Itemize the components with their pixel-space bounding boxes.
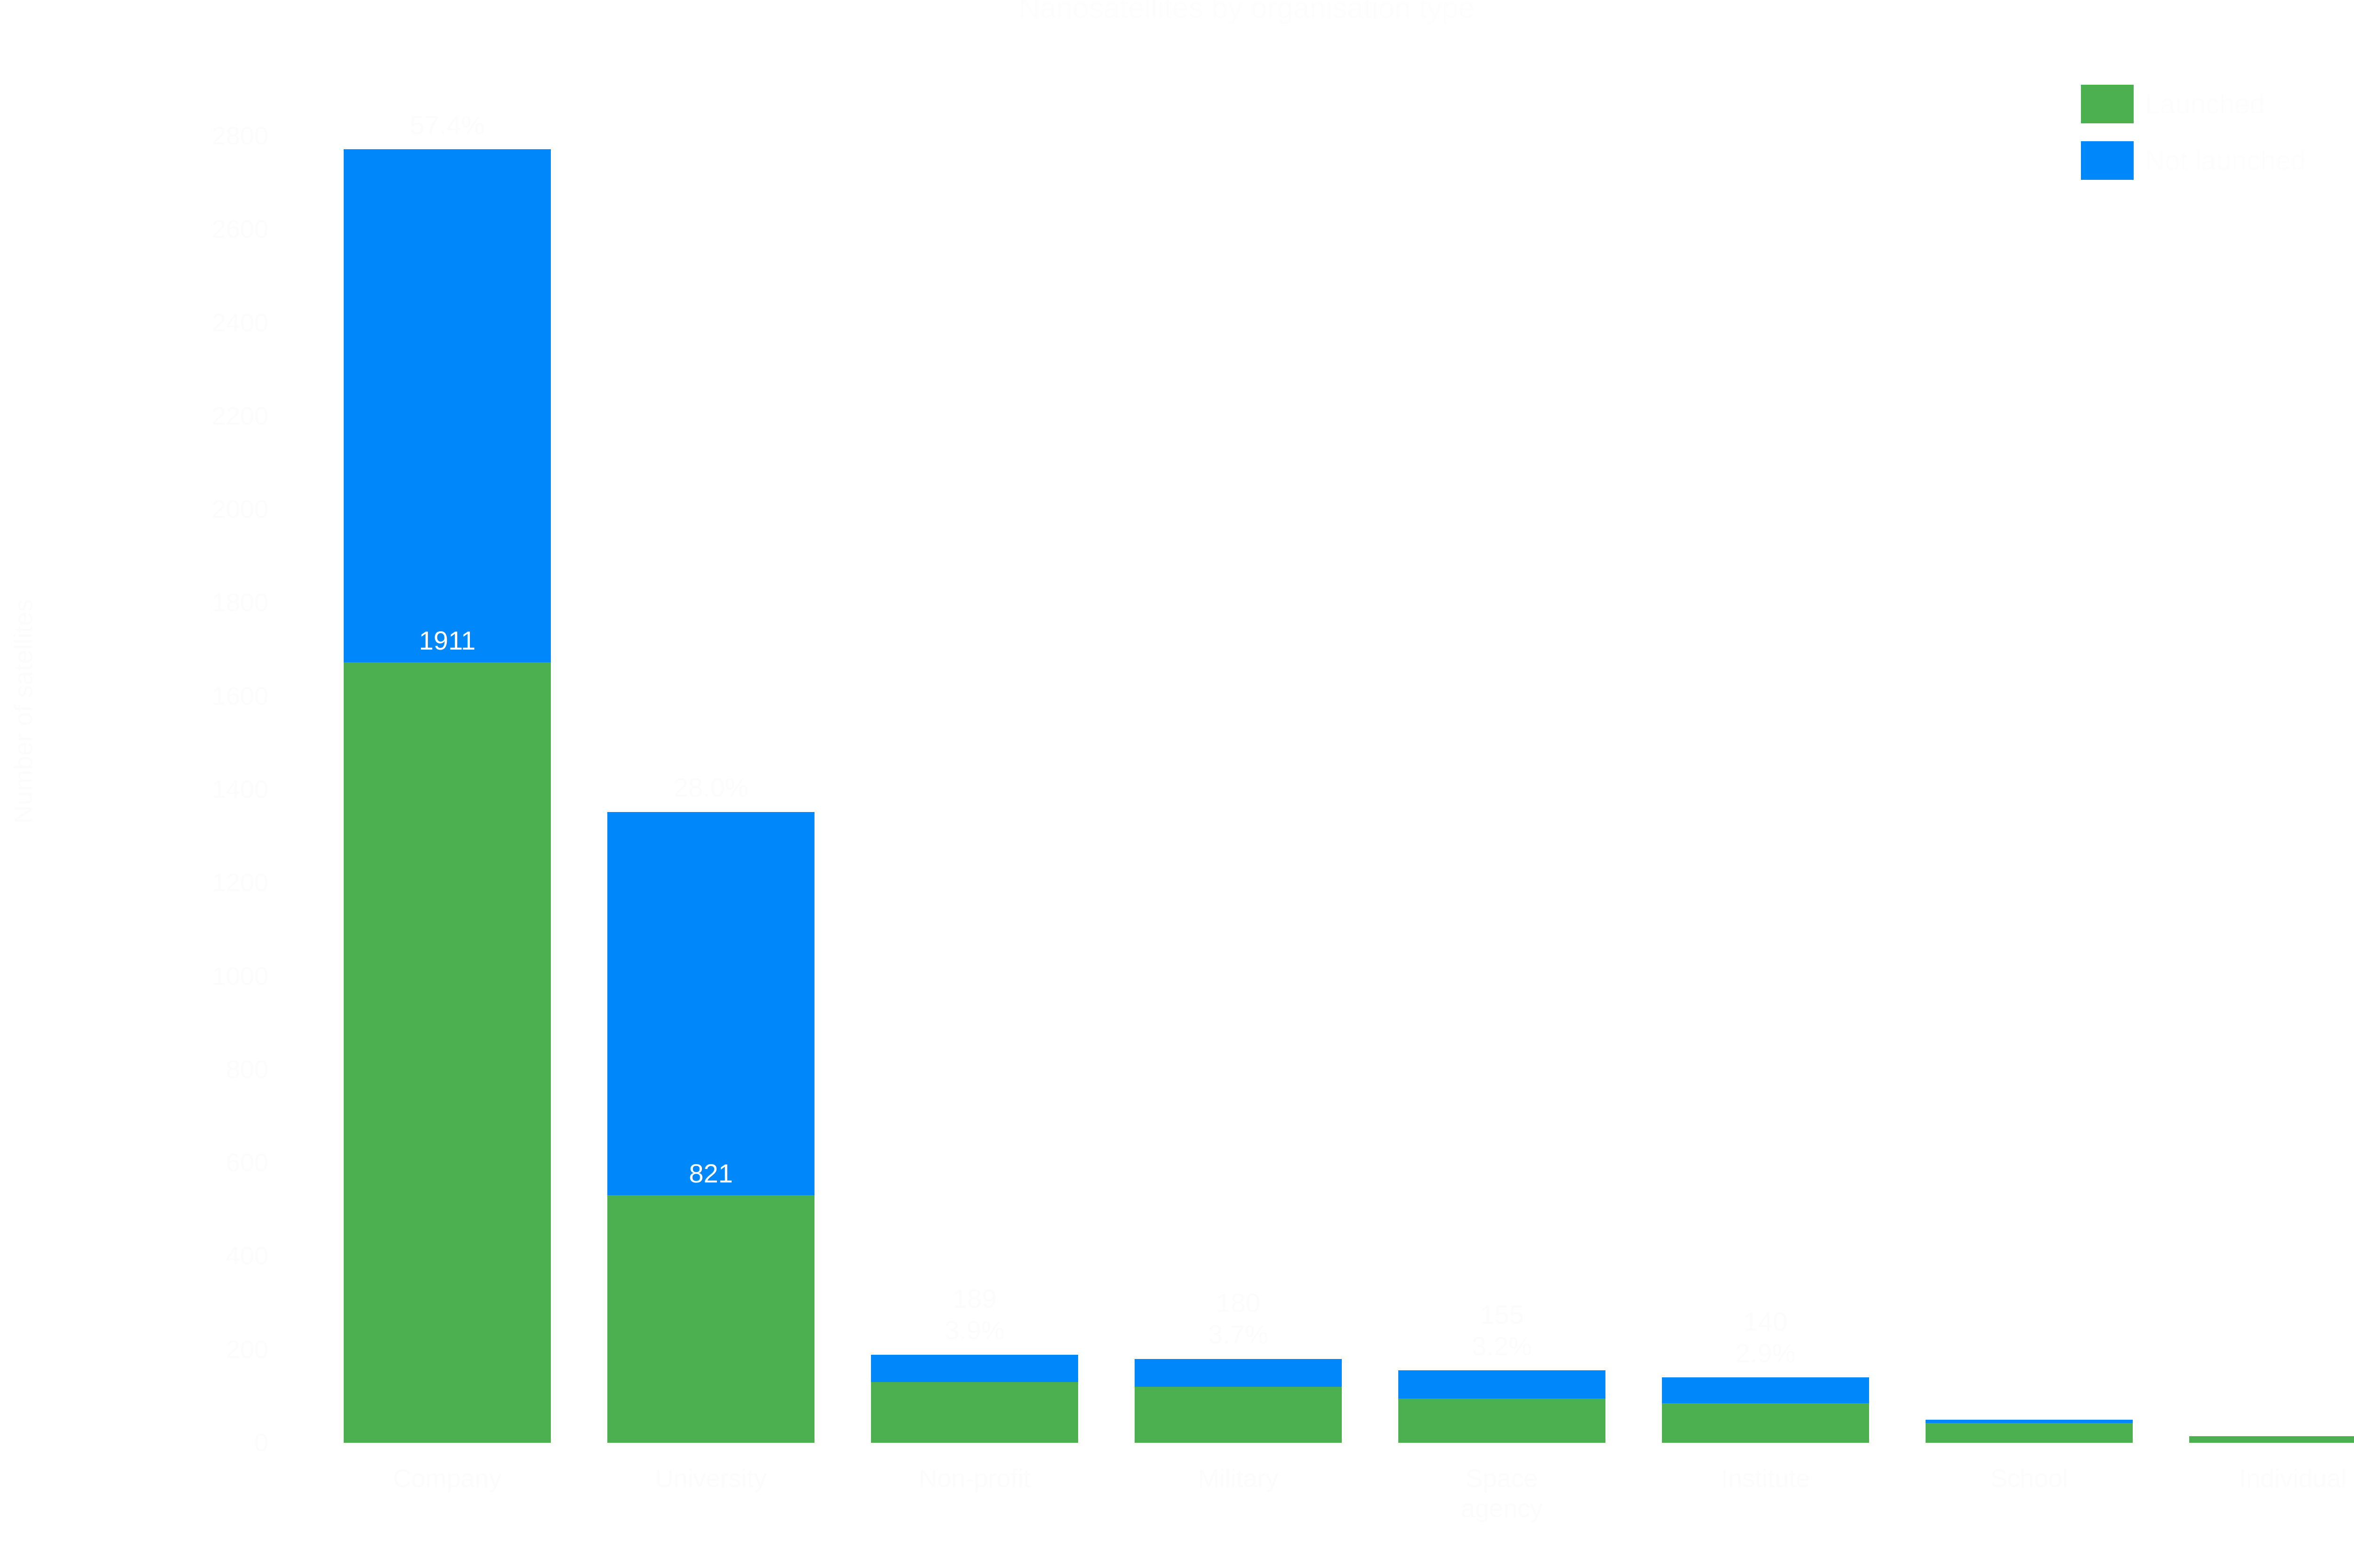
bar-top-label: 28.0% — [673, 772, 749, 803]
bar-segment-not-launched[interactable] — [1398, 1370, 1605, 1399]
bar-group[interactable] — [1926, 1420, 2133, 1443]
x-tick-label: University — [655, 1464, 767, 1493]
bar-segment-launched[interactable] — [1662, 1403, 1869, 1443]
y-tick-label: 2000 — [211, 495, 268, 524]
bar-top-label: 140 2.9% — [1735, 1306, 1796, 1368]
bar-segment-launched[interactable] — [871, 1382, 1078, 1443]
bar-group[interactable]: 821 28.0% — [607, 772, 814, 1443]
y-tick-label: 200 — [226, 1335, 268, 1364]
y-tick-label: 1600 — [211, 682, 268, 710]
bar-segment-not-launched[interactable] — [344, 149, 551, 663]
y-tick-label: 1000 — [211, 962, 268, 990]
legend-item-not-launched[interactable]: Not launched — [2081, 141, 2306, 180]
x-tick-label: Non-profit — [919, 1464, 1031, 1493]
bar-group[interactable]: 140 2.9% — [1662, 1307, 1869, 1443]
x-tick-label: School — [1990, 1464, 2068, 1493]
x-tick-label: Institute — [1721, 1464, 1810, 1493]
bar-group[interactable]: 1911 57.4% — [344, 110, 551, 1443]
y-tick-label: 400 — [226, 1242, 268, 1270]
bar-top-label: 57.4% — [410, 110, 485, 140]
x-tick-label: Space agency — [1460, 1464, 1543, 1523]
legend-swatch-not-launched — [2081, 141, 2134, 180]
bar-top-label: 180 3.7% — [1208, 1288, 1268, 1350]
y-tick-label: 1800 — [211, 588, 268, 617]
bar-group[interactable]: 189 3.9% — [871, 1284, 1078, 1443]
bar-group[interactable]: 155 3.2% — [1398, 1300, 1605, 1443]
y-tick-label: 600 — [226, 1149, 268, 1177]
legend-item-launched[interactable]: Launched — [2081, 85, 2306, 123]
y-tick-label: 2200 — [211, 402, 268, 430]
bar-group[interactable]: 180 3.7% — [1135, 1288, 1342, 1443]
bar-segment-not-launched[interactable] — [1662, 1377, 1869, 1403]
x-tick-label: Military — [1198, 1464, 1279, 1493]
legend-swatch-launched — [2081, 85, 2134, 123]
bar-group[interactable] — [2189, 1436, 2354, 1443]
bar-segment-launched[interactable] — [344, 662, 551, 1443]
legend-label-not-launched: Not launched — [2145, 145, 2306, 176]
y-tick-label: 2800 — [211, 122, 268, 150]
bar-segment-launched[interactable] — [1135, 1387, 1342, 1443]
bar-segment-launched[interactable] — [2189, 1436, 2354, 1443]
y-tick-label: 2400 — [211, 308, 268, 337]
y-tick-label: 1400 — [211, 775, 268, 804]
legend-label-launched: Launched — [2145, 88, 2265, 120]
y-tick-label: 800 — [226, 1055, 268, 1084]
bar-segment-launched[interactable] — [1926, 1423, 2133, 1443]
bar-top-label: 155 3.2% — [1472, 1299, 1532, 1361]
bar-segment-not-launched[interactable] — [1926, 1420, 2133, 1423]
bar-top-label: 189 3.9% — [944, 1284, 1005, 1345]
chart-legend: Launched Not launched — [2081, 85, 2306, 180]
x-tick-label: Company — [393, 1464, 502, 1493]
page-title: Nanosatellites by organisation type — [1018, 0, 1475, 24]
y-tick-label: 0 — [254, 1429, 268, 1457]
bar-segment-not-launched[interactable] — [871, 1354, 1078, 1383]
bar-segment-launched[interactable] — [1398, 1398, 1605, 1443]
bar-segment-not-launched[interactable] — [1135, 1359, 1342, 1387]
bar-segment-not-launched[interactable] — [607, 812, 814, 1195]
y-tick-label: 1200 — [211, 868, 268, 897]
bar-segment-launched[interactable] — [607, 1195, 814, 1443]
x-tick-label: Individual — [2239, 1464, 2347, 1493]
y-tick-label: 2600 — [211, 215, 268, 244]
